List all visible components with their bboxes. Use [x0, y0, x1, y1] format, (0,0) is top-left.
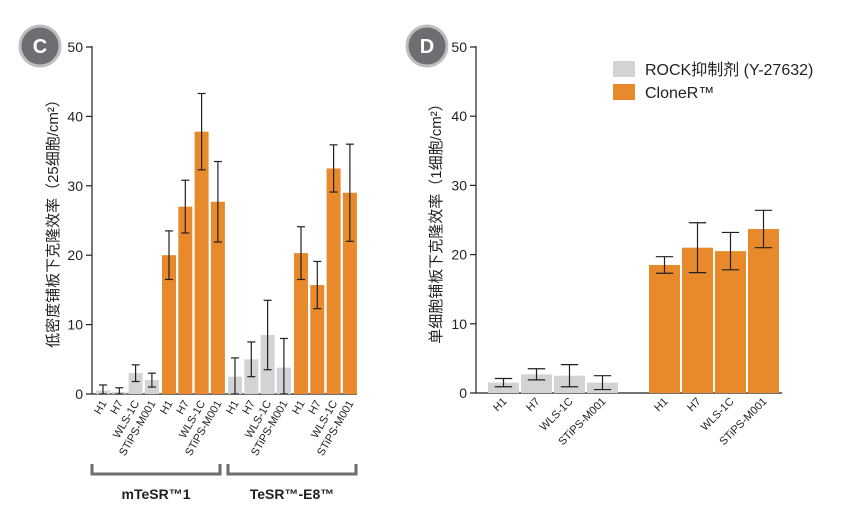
- panel-d-badge: D: [405, 24, 449, 68]
- chart-c-y-tick-label: 30: [67, 178, 83, 194]
- legend-rock-swatch: [613, 61, 635, 77]
- chart-c-bar: [310, 285, 325, 394]
- chart-c-y-tick-label: 40: [67, 108, 83, 124]
- chart-c-x-tick-label: H1: [290, 399, 307, 417]
- panel-c-badge: C: [18, 24, 62, 68]
- legend-clone-swatch: [613, 84, 635, 100]
- chart-c-y-tick-label: 20: [67, 247, 83, 263]
- legend-rock-label: ROCK抑制剂 (Y-27632): [645, 61, 813, 79]
- panel-d-badge-circle: [405, 24, 449, 68]
- chart-c-x-tick-label: H1: [158, 399, 175, 417]
- chart-c-bar: [162, 255, 176, 394]
- chart-d-bar: [488, 382, 519, 393]
- chart-d-bar: [748, 228, 779, 393]
- chart-c-bar: [128, 373, 143, 394]
- chart-c-bar: [178, 206, 193, 394]
- chart-d-x-tick-label: H1: [652, 396, 670, 414]
- bracket-mtesr1: [90, 464, 222, 476]
- chart-d-ylabel: 单细胞铺板下克隆效率（1细胞/cm²）: [427, 96, 445, 344]
- legend-clone-label: CloneR™: [645, 85, 714, 102]
- chart-d-bar: [521, 374, 552, 393]
- chart-d-x-tick-label: H7: [685, 396, 703, 414]
- chart-c-x-tick-label: H1: [224, 399, 241, 417]
- chart-d-y-tick-label: 50: [451, 39, 467, 55]
- chart-d-bar: [649, 264, 680, 393]
- bracket-tesr-e8: [226, 464, 358, 476]
- panel-c-label: C: [33, 36, 47, 58]
- group-label-tesr-e8: TeSR™-E8™: [250, 486, 335, 502]
- legend: ROCK抑制剂 (Y-27632) CloneR™: [613, 61, 813, 102]
- chart-d-y-tick-label: 30: [451, 177, 467, 193]
- chart-d-y-tick-label: 0: [459, 385, 467, 401]
- media-group-brackets: mTeSR™1 TeSR™-E8™: [90, 464, 358, 502]
- chart-d-x-tick-label: H1: [491, 396, 509, 414]
- chart-c-bar: [294, 253, 308, 394]
- group-label-mtesr1: mTeSR™1: [122, 486, 191, 502]
- chart-d-y-tick-label: 20: [451, 247, 467, 263]
- chart-c-ylabel: 低密度铺板下克隆效率（25细胞/cm²）: [44, 92, 62, 348]
- chart-c-bar: [326, 168, 341, 394]
- chart-d-y-tick-label: 40: [451, 108, 467, 124]
- panel-d-label: D: [420, 36, 434, 58]
- chart-c-y-tick-label: 10: [67, 317, 83, 333]
- chart-c-y-tick-label: 50: [67, 39, 83, 55]
- chart-c-x-tick-label: H1: [92, 399, 109, 417]
- chart-d-x-tick-label: H7: [524, 396, 542, 414]
- chart-c-bar: [194, 131, 209, 394]
- chart-d-bar: [715, 251, 746, 393]
- chart-c-bar: [210, 201, 225, 394]
- chart-c-y-tick-label: 0: [75, 386, 83, 402]
- chart-c-bar: [342, 192, 357, 394]
- chart-d-y-tick-label: 10: [451, 316, 467, 332]
- panel-c-badge-circle: [18, 24, 62, 68]
